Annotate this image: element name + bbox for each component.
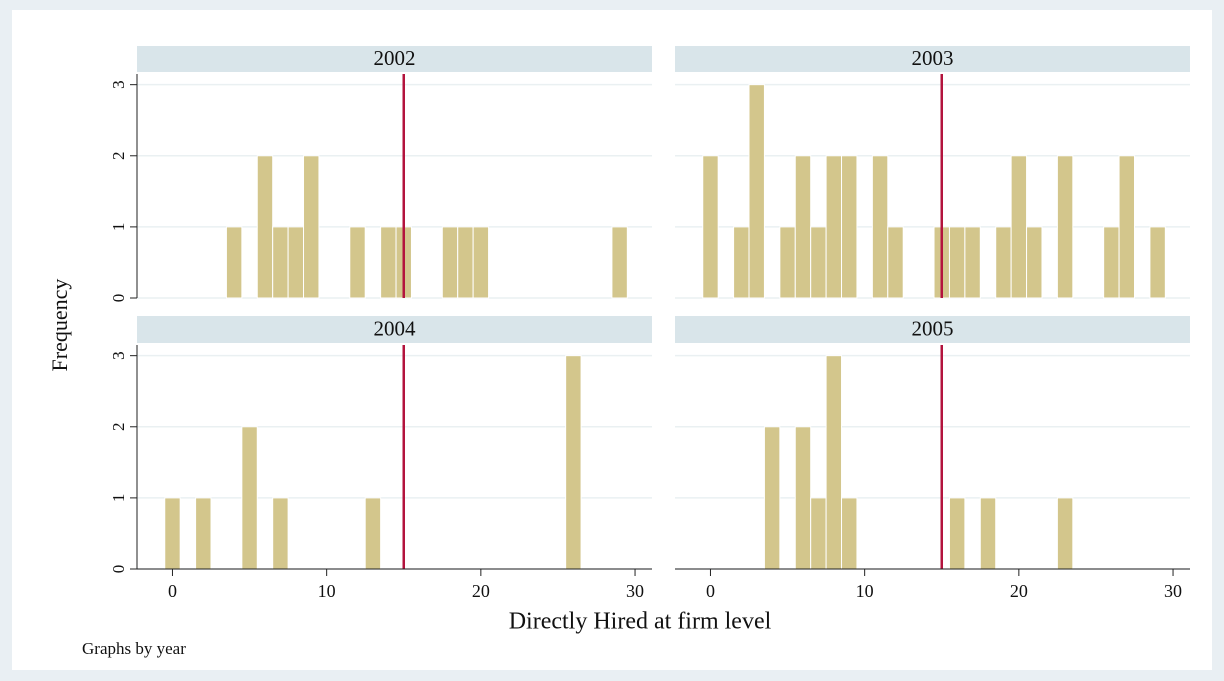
y-tick-label: 1 bbox=[109, 494, 128, 503]
x-tick-label: 10 bbox=[856, 581, 874, 601]
bar bbox=[256, 155, 274, 299]
y-tick-label: 1 bbox=[109, 223, 128, 232]
bar bbox=[1118, 155, 1135, 299]
bar bbox=[380, 226, 397, 299]
x-tick-label: 0 bbox=[706, 581, 715, 601]
bar bbox=[1149, 226, 1166, 299]
bar bbox=[794, 426, 812, 570]
bar bbox=[995, 226, 1012, 299]
y-tick-label: 0 bbox=[109, 294, 128, 303]
panel-title: 2003 bbox=[912, 46, 954, 70]
x-tick-label: 10 bbox=[318, 581, 336, 601]
bar bbox=[825, 155, 843, 299]
panel-title: 2004 bbox=[374, 316, 417, 340]
note: Graphs by year bbox=[82, 639, 186, 658]
bar bbox=[1026, 226, 1043, 299]
bar bbox=[887, 226, 904, 299]
strip bbox=[137, 316, 652, 343]
bar bbox=[948, 497, 966, 570]
bar bbox=[779, 226, 796, 299]
y-tick-label: 0 bbox=[109, 565, 128, 574]
bar bbox=[748, 84, 765, 299]
bar bbox=[441, 226, 459, 299]
bar bbox=[733, 226, 750, 299]
bar bbox=[1056, 155, 1074, 299]
panel-title: 2005 bbox=[912, 316, 954, 340]
bar bbox=[457, 226, 474, 299]
y-tick-label: 2 bbox=[109, 423, 128, 432]
x-tick-label: 0 bbox=[168, 581, 177, 601]
strip bbox=[675, 316, 1190, 343]
bar bbox=[195, 497, 212, 570]
bar bbox=[1010, 155, 1028, 299]
bar bbox=[948, 226, 966, 299]
y-axis-title: Frequency bbox=[47, 279, 72, 372]
bar bbox=[702, 155, 719, 299]
bar bbox=[871, 155, 889, 299]
bar bbox=[164, 497, 181, 570]
x-tick-label: 20 bbox=[1010, 581, 1028, 601]
bar bbox=[349, 226, 366, 299]
bar bbox=[979, 497, 997, 570]
bar bbox=[303, 155, 320, 299]
bar bbox=[841, 155, 858, 299]
bar bbox=[1056, 497, 1074, 570]
bar bbox=[272, 497, 289, 570]
bar bbox=[810, 226, 827, 299]
bar bbox=[611, 226, 628, 299]
y-tick-label: 2 bbox=[109, 152, 128, 161]
bar bbox=[964, 226, 981, 299]
strip bbox=[675, 46, 1190, 72]
bar bbox=[241, 426, 258, 570]
bar bbox=[364, 497, 382, 570]
x-tick-label: 30 bbox=[626, 581, 644, 601]
x-axis-title: Directly Hired at firm level bbox=[509, 609, 772, 635]
bar bbox=[225, 226, 243, 299]
bar bbox=[810, 497, 827, 570]
y-tick-label: 3 bbox=[109, 351, 128, 360]
bar bbox=[841, 497, 858, 570]
bar bbox=[794, 155, 812, 299]
panel-title: 2002 bbox=[374, 46, 416, 70]
bar bbox=[287, 226, 305, 299]
bar bbox=[272, 226, 289, 299]
bar bbox=[763, 426, 781, 570]
strip bbox=[137, 46, 652, 72]
bar bbox=[1103, 226, 1120, 299]
bar bbox=[565, 355, 582, 570]
bar bbox=[825, 355, 843, 570]
bar bbox=[472, 226, 490, 299]
x-tick-label: 30 bbox=[1164, 581, 1182, 601]
y-tick-label: 3 bbox=[109, 80, 128, 89]
x-tick-label: 20 bbox=[472, 581, 490, 601]
